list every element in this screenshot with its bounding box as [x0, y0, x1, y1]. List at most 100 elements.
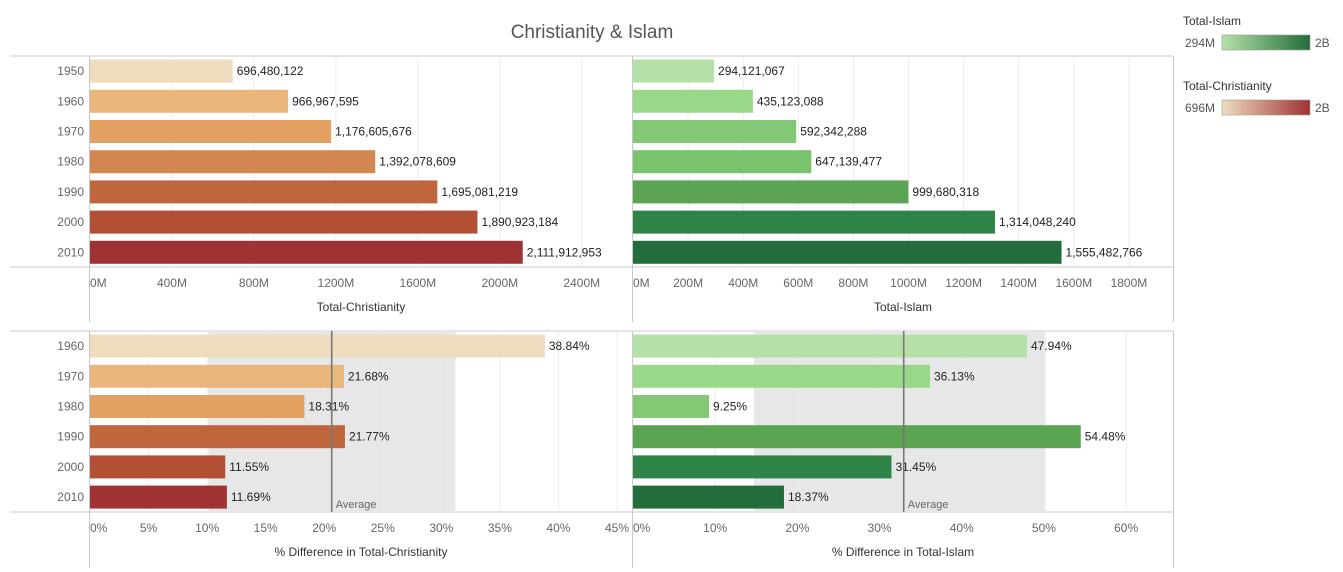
average-label: Average: [908, 499, 949, 511]
x-axis-title: Total-Christianity: [317, 300, 406, 314]
x-tick-label: 40%: [950, 521, 974, 535]
data-label: 1,392,078,609: [379, 155, 456, 169]
data-label: 54.48%: [1085, 430, 1126, 444]
data-label: 999,680,318: [912, 185, 979, 199]
bar-1980[interactable]: [90, 150, 376, 174]
legend-islam-ramp: [1221, 34, 1311, 51]
chart-panel-1: 294,121,067 435,123,088 592,342,288 647,139…: [633, 56, 1147, 314]
x-tick-label: 2000M: [481, 276, 518, 290]
bar-1970[interactable]: [90, 120, 332, 143]
row-label: 1960: [57, 339, 84, 353]
x-tick-label: 15%: [254, 521, 278, 535]
row-label: 2010: [57, 490, 84, 504]
average-label: Average: [336, 499, 377, 511]
bar-1980[interactable]: [633, 395, 710, 418]
legend-islam[interactable]: Total-Islam 294M 2B: [1183, 14, 1330, 51]
data-label: 647,139,477: [815, 155, 882, 169]
bar-2010[interactable]: [633, 240, 1062, 264]
data-label: 2,111,912,953: [527, 245, 602, 259]
data-label: 435,123,088: [757, 94, 824, 108]
bar-1950[interactable]: [633, 59, 715, 83]
data-label: 11.55%: [229, 460, 269, 474]
x-tick-label: 0M: [633, 276, 650, 290]
row-label: 1970: [57, 125, 84, 139]
bar-1980[interactable]: [90, 395, 305, 418]
data-label: 1,314,048,240: [999, 215, 1076, 229]
legend-islam-max: 2B: [1315, 36, 1330, 50]
x-tick-label: 20%: [312, 521, 336, 535]
data-label: 966,967,595: [292, 94, 359, 108]
bar-1960[interactable]: [633, 334, 1028, 358]
bar-1980[interactable]: [633, 150, 812, 174]
bar-1990[interactable]: [90, 425, 345, 449]
bar-1950[interactable]: [90, 59, 233, 83]
data-label: 592,342,288: [800, 125, 867, 139]
x-tick-label: 40%: [546, 521, 570, 535]
x-tick-label: 200M: [673, 276, 703, 290]
legend-islam-title: Total-Islam: [1183, 14, 1241, 28]
data-label: 18.31%: [308, 400, 349, 414]
data-label: 21.68%: [348, 369, 389, 383]
legend-christianity-ramp: [1221, 99, 1311, 116]
legend-christianity-min: 696M: [1185, 101, 1215, 115]
row-label: 1950: [57, 64, 84, 78]
x-tick-label: 50%: [1032, 521, 1056, 535]
bar-2010[interactable]: [90, 485, 227, 509]
bar-1970[interactable]: [633, 120, 797, 143]
data-label: 1,890,923,184: [481, 215, 558, 229]
bar-2000[interactable]: [633, 455, 892, 479]
chart-panel-2: 1960 38.84% 1970 21.68% 1980 18.31% 1990 21.77%…: [57, 331, 629, 559]
x-axis-title: % Difference in Total-Islam: [832, 545, 974, 559]
x-tick-label: 30%: [429, 521, 453, 535]
data-label: 31.45%: [895, 460, 936, 474]
chart-title: Christianity & Islam: [511, 22, 674, 43]
x-tick-label: 400M: [728, 276, 758, 290]
bar-2000[interactable]: [633, 210, 996, 234]
x-tick-label: 60%: [1114, 521, 1138, 535]
bar-2000[interactable]: [90, 455, 226, 479]
bar-1990[interactable]: [633, 425, 1081, 449]
x-tick-label: 45%: [605, 521, 629, 535]
bar-1990[interactable]: [90, 180, 438, 204]
legend-christianity[interactable]: Total-Christianity 696M 2B: [1183, 79, 1330, 116]
data-label: 294,121,067: [718, 64, 785, 78]
chart-panel-0: 1950 696,480,122 1960 966,967,595 1970 1,176,…: [57, 56, 602, 314]
data-label: 1,176,605,676: [335, 125, 412, 139]
x-tick-label: 2400M: [563, 276, 600, 290]
data-label: 1,695,081,219: [441, 185, 518, 199]
bar-1960[interactable]: [90, 89, 289, 113]
x-tick-label: 25%: [371, 521, 395, 535]
bar-1960[interactable]: [90, 334, 545, 358]
x-tick-label: 1600M: [399, 276, 436, 290]
data-label: 38.84%: [549, 339, 590, 353]
x-tick-label: 800M: [838, 276, 868, 290]
bar-2010[interactable]: [90, 240, 523, 264]
data-label: 11.69%: [231, 490, 271, 504]
data-label: 36.13%: [934, 369, 975, 383]
bar-2000[interactable]: [90, 210, 478, 234]
bar-1970[interactable]: [633, 364, 930, 388]
bar-2010[interactable]: [633, 485, 784, 509]
bar-1970[interactable]: [90, 364, 344, 388]
bar-1990[interactable]: [633, 180, 909, 204]
row-label: 1990: [57, 430, 84, 444]
x-tick-label: 0%: [633, 521, 651, 535]
data-label: 696,480,122: [237, 64, 304, 78]
x-tick-label: 400M: [157, 276, 187, 290]
x-tick-label: 800M: [239, 276, 269, 290]
x-tick-label: 20%: [785, 521, 809, 535]
x-tick-label: 600M: [783, 276, 813, 290]
bar-1960[interactable]: [633, 89, 753, 113]
data-label: 21.77%: [349, 430, 390, 444]
x-tick-label: 1000M: [890, 276, 927, 290]
data-label: 18.37%: [788, 490, 829, 504]
reference-band: [753, 331, 1046, 512]
data-label: 9.25%: [713, 400, 747, 414]
x-axis-title: % Difference in Total-Christianity: [275, 545, 448, 559]
row-label: 2000: [57, 460, 84, 474]
x-tick-label: 10%: [195, 521, 219, 535]
x-tick-label: 0%: [90, 521, 108, 535]
x-tick-label: 1200M: [318, 276, 355, 290]
x-tick-label: 0M: [90, 276, 107, 290]
